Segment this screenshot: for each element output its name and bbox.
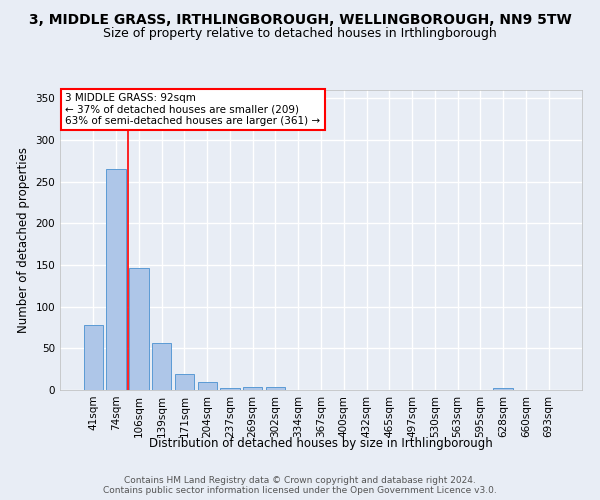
Bar	[220, 388, 239, 390]
Bar	[197, 382, 217, 390]
Bar	[266, 386, 285, 390]
Bar	[152, 344, 172, 390]
Bar	[106, 169, 126, 390]
Bar	[175, 374, 194, 390]
Bar	[493, 388, 513, 390]
Text: 3, MIDDLE GRASS, IRTHLINGBOROUGH, WELLINGBOROUGH, NN9 5TW: 3, MIDDLE GRASS, IRTHLINGBOROUGH, WELLIN…	[29, 12, 571, 26]
Bar	[84, 325, 103, 390]
Text: Contains HM Land Registry data © Crown copyright and database right 2024.
Contai: Contains HM Land Registry data © Crown c…	[103, 476, 497, 495]
Bar	[243, 386, 262, 390]
Y-axis label: Number of detached properties: Number of detached properties	[17, 147, 30, 333]
Text: Size of property relative to detached houses in Irthlingborough: Size of property relative to detached ho…	[103, 28, 497, 40]
Text: 3 MIDDLE GRASS: 92sqm
← 37% of detached houses are smaller (209)
63% of semi-det: 3 MIDDLE GRASS: 92sqm ← 37% of detached …	[65, 93, 320, 126]
Text: Distribution of detached houses by size in Irthlingborough: Distribution of detached houses by size …	[149, 438, 493, 450]
Bar	[129, 268, 149, 390]
